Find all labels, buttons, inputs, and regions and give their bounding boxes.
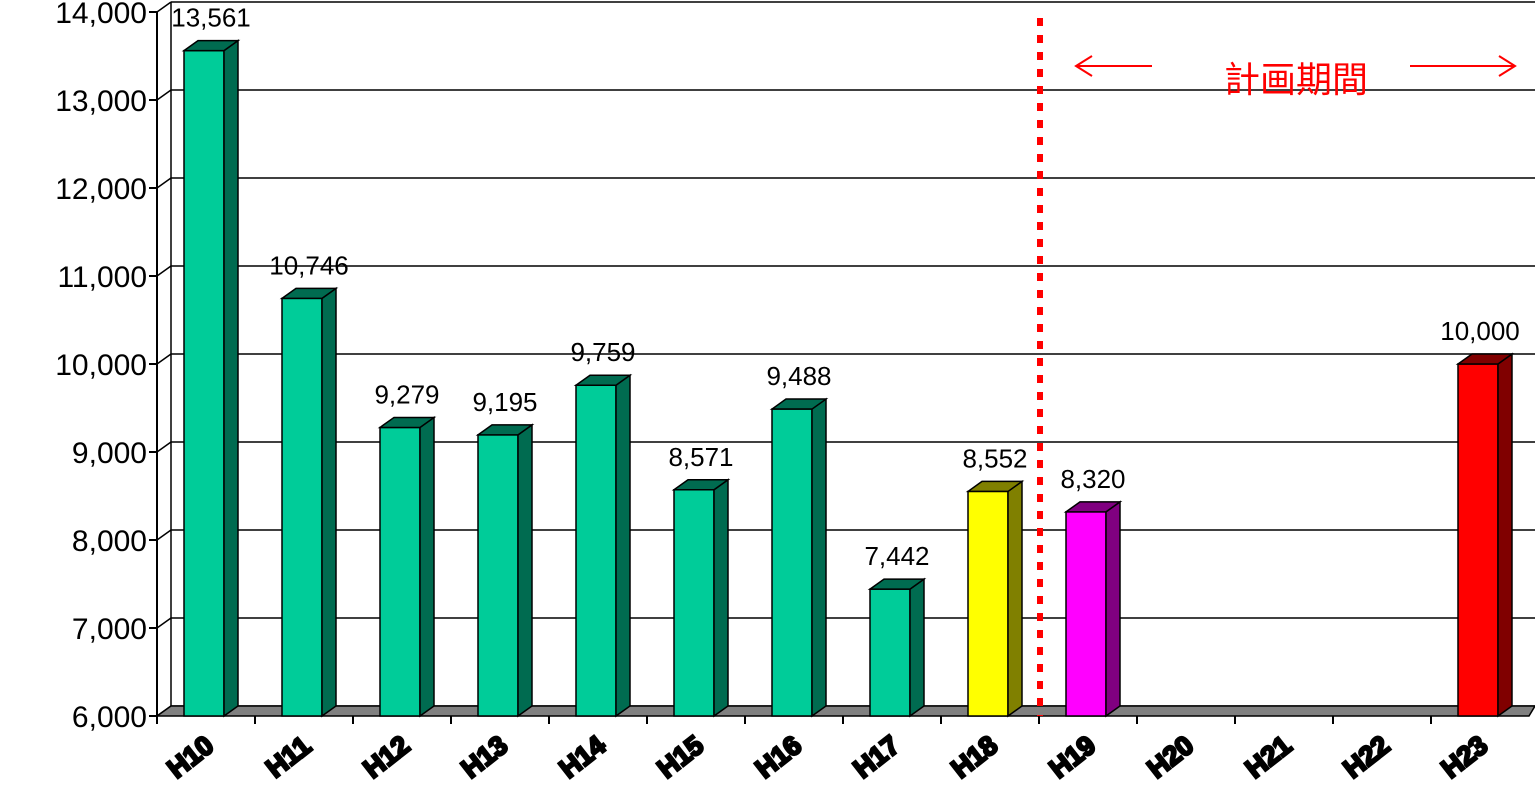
gridline-depth — [156, 1, 172, 13]
bar-H17 — [867, 577, 927, 718]
y-tick-label: 13,000 — [55, 85, 147, 118]
x-tick-label-H13: H13 — [456, 730, 514, 784]
bar-top — [1455, 353, 1515, 365]
data-label-H11: 10,746 — [269, 250, 349, 280]
x-tick-label-H23: H23 — [1436, 730, 1494, 784]
y-tick-label: 6,000 — [72, 701, 147, 734]
x-axis: H10 H11 H12 H13 H14 H15 H16 H17 H18 H19 H20 H21 H22 H… — [156, 716, 1494, 785]
bar-front — [771, 408, 813, 717]
bar-H19 — [1063, 500, 1123, 718]
plan-period-annotation: 計画期間 — [1037, 18, 1517, 716]
bar-side — [1105, 500, 1121, 718]
bars — [181, 39, 1515, 718]
chart-floor — [154, 705, 1535, 717]
bar-front — [379, 426, 421, 717]
data-label-H15: 8,571 — [668, 442, 733, 472]
data-labels: 13,561 10,746 9,279 9,195 9,759 8,571 9,488 7,4… — [171, 3, 1520, 571]
y-tick-label: 7,000 — [72, 613, 147, 646]
bar-top — [181, 39, 241, 52]
x-tick-label-H22: H22 — [1338, 730, 1396, 784]
bar-top — [965, 480, 1025, 493]
data-label-H14: 9,759 — [570, 337, 635, 367]
data-label-H19: 8,320 — [1060, 464, 1125, 494]
gridlines — [156, 1, 1535, 717]
x-tick-label-H21: H21 — [1240, 730, 1298, 784]
y-tick-label: 10,000 — [55, 349, 147, 382]
bar-side — [517, 423, 533, 718]
x-tick-label-H15: H15 — [652, 730, 710, 784]
gridline-depth — [156, 177, 172, 189]
x-tick-label-H11: H11 — [260, 730, 316, 783]
gridline-depth — [156, 617, 172, 629]
y-tick-label: 14,000 — [55, 0, 147, 30]
gridline-depth — [156, 441, 172, 453]
x-tick-label-H16: H16 — [750, 730, 808, 784]
bar-top — [377, 416, 437, 429]
x-tick-label-H18: H18 — [946, 730, 1004, 784]
bar-front — [1065, 511, 1107, 717]
bar-top — [279, 287, 339, 300]
bar-H15 — [671, 478, 731, 718]
data-label-H10: 13,561 — [171, 3, 251, 33]
data-label-H18: 8,552 — [962, 443, 1027, 473]
bar-H13 — [475, 423, 535, 718]
bar-front — [673, 489, 715, 717]
bar-top — [671, 479, 731, 491]
x-tick-label-H10: H10 — [162, 730, 220, 784]
y-tick-label: 8,000 — [72, 525, 147, 558]
bar-front — [477, 434, 519, 717]
data-label-H17: 7,442 — [864, 541, 929, 571]
gridline-depth — [156, 265, 172, 277]
x-tick-label-H20: H20 — [1142, 730, 1200, 784]
bar-side — [615, 373, 631, 718]
y-tick-label: 12,000 — [55, 173, 147, 206]
gridline-depth — [156, 353, 172, 365]
bar-H11 — [279, 286, 339, 718]
x-tick-label-H17: H17 — [848, 730, 906, 784]
bar-front — [183, 49, 225, 717]
bar-side — [1007, 479, 1023, 718]
plan-period-label: 計画期間 — [1224, 60, 1368, 101]
y-axis: 6,000 7,000 8,000 9,000 10,000 11,000 12,000 13… — [55, 0, 158, 734]
y-tick-label: 9,000 — [72, 437, 147, 470]
bar-H18 — [965, 479, 1025, 718]
bar-H14 — [573, 373, 633, 718]
bar-H10 — [181, 39, 241, 718]
bar-top — [475, 424, 535, 436]
bar-H12 — [377, 415, 437, 718]
gridline-depth — [156, 529, 172, 541]
bar-front — [967, 490, 1009, 717]
bar-side — [1497, 352, 1513, 718]
x-tick-label-H19: H19 — [1044, 730, 1102, 784]
y-tick-label: 11,000 — [57, 261, 147, 294]
bar-top — [573, 374, 633, 386]
x-tick-label-H12: H12 — [358, 730, 416, 784]
left-arrow-head-icon — [1074, 55, 1093, 77]
bar-top — [1063, 501, 1123, 513]
bar-side — [811, 397, 827, 718]
floor — [154, 705, 1535, 717]
data-label-H13: 9,195 — [472, 387, 537, 417]
bar-front — [281, 297, 323, 717]
bar-side — [419, 415, 435, 718]
bar-top — [867, 578, 927, 590]
data-label-H16: 9,488 — [766, 361, 831, 391]
data-label-H23: 10,000 — [1440, 316, 1520, 346]
x-tick-label-H14: H14 — [554, 730, 612, 784]
data-label-H12: 9,279 — [374, 379, 439, 409]
bar-side — [909, 577, 925, 718]
bar-front — [1457, 363, 1499, 717]
bar-top — [769, 398, 829, 410]
right-arrow-head-icon — [1498, 55, 1517, 77]
bar-front — [869, 588, 911, 717]
bar-side — [223, 39, 239, 718]
bar-side — [321, 286, 337, 718]
bar-side — [713, 478, 729, 718]
bar-H23 — [1455, 352, 1515, 718]
gridline-depth — [156, 89, 172, 101]
bar-front — [575, 384, 617, 717]
bar-H16 — [769, 397, 829, 718]
